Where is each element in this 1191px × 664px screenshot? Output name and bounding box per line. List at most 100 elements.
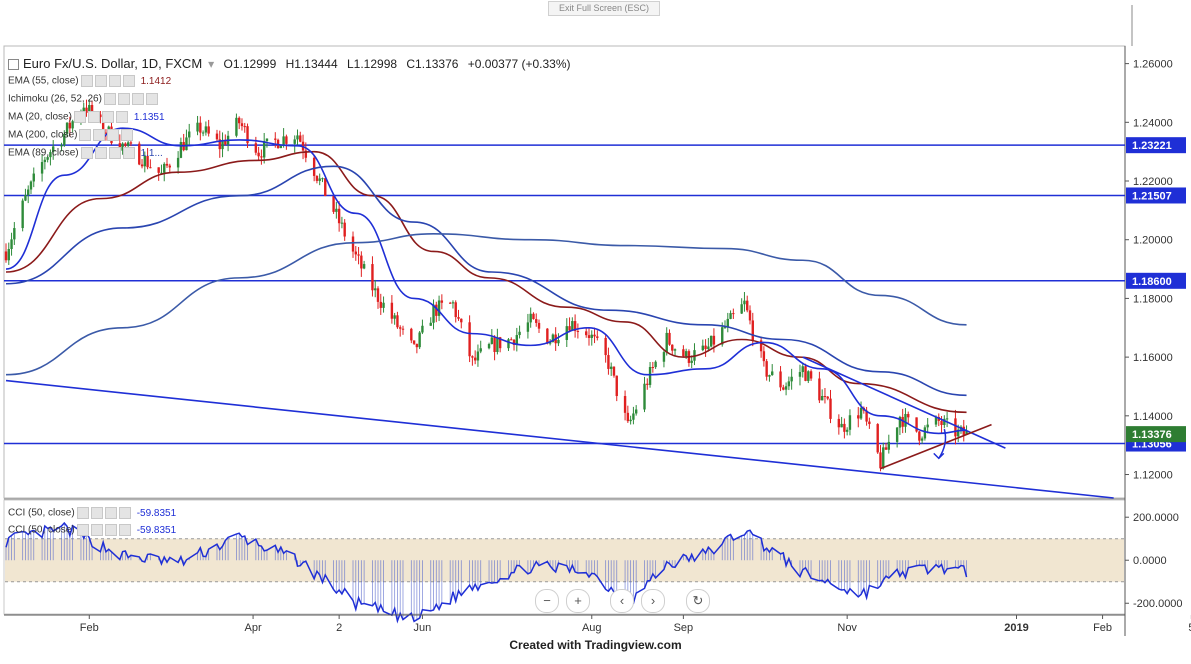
exit-fullscreen-button[interactable]: Exit Full Screen (ESC) [548, 1, 660, 16]
candle-body [726, 318, 729, 328]
settings-icon[interactable] [90, 507, 103, 519]
indicator-legend-cci-1[interactable]: CCI (50, close) -59.8351 [8, 507, 176, 519]
eye-icon[interactable] [76, 524, 89, 536]
indicator-legend-5[interactable]: EMA (89, close) 1.1... [8, 147, 163, 159]
candle-body [607, 355, 610, 369]
zoom-in-button[interactable]: + [566, 589, 590, 613]
candle-body [748, 310, 752, 321]
price-tick-label: 1.12000 [1133, 470, 1173, 482]
candle-body [820, 396, 824, 401]
candle-body [318, 178, 321, 181]
close-icon[interactable] [145, 93, 158, 105]
format-icon[interactable] [101, 111, 114, 123]
format-icon[interactable] [131, 93, 144, 105]
candle-body [393, 315, 396, 319]
collapse-icon[interactable] [8, 59, 19, 71]
time-tick-label: Apr [245, 622, 262, 634]
candle-body [71, 121, 74, 129]
chevron-down-icon[interactable]: ▾ [208, 57, 215, 71]
settings-icon[interactable] [94, 75, 107, 87]
settings-icon[interactable] [90, 524, 103, 536]
candle-body [315, 175, 319, 181]
eye-icon[interactable] [80, 75, 93, 87]
close-icon[interactable] [115, 111, 128, 123]
candle-body [629, 419, 632, 422]
candle-body [324, 178, 327, 197]
eye-icon[interactable] [103, 93, 116, 105]
candle-body [68, 122, 72, 129]
zoom-out-button[interactable]: − [535, 589, 559, 613]
settings-icon[interactable] [93, 129, 106, 141]
price-chart[interactable]: 1.26000 1.24000 1.22000 1.20000 1.18000 1.160… [0, 0, 1191, 638]
candle-body [312, 157, 316, 176]
scroll-left-button[interactable]: ‹ [610, 589, 634, 613]
eye-icon[interactable] [79, 129, 92, 141]
eye-icon[interactable] [76, 507, 89, 519]
close-icon[interactable] [121, 129, 134, 141]
candle-body [246, 126, 249, 144]
reset-chart-button[interactable]: ↻ [686, 589, 710, 613]
candle-body [454, 302, 457, 318]
level-tag [1126, 272, 1186, 289]
candle-body [401, 328, 405, 330]
close-icon[interactable] [122, 147, 135, 159]
candle-body [604, 337, 607, 356]
candle-body [101, 117, 105, 133]
candle-body [612, 366, 616, 376]
time-tick-label: Aug [582, 622, 602, 634]
close-icon[interactable] [122, 75, 135, 87]
scroll-right-button[interactable]: › [641, 589, 665, 613]
settings-icon[interactable] [94, 147, 107, 159]
candle-body [479, 348, 482, 352]
candle-body [296, 135, 299, 140]
axes: 1.26000 1.24000 1.22000 1.20000 1.18000 1.160… [4, 59, 1191, 634]
trendline [5, 379, 1114, 499]
close-icon[interactable] [118, 507, 131, 519]
candle-body [421, 325, 424, 333]
format-icon[interactable] [107, 129, 120, 141]
indicator-legend-2[interactable]: Ichimoku (26, 52, 26) [8, 93, 164, 105]
candle-body [801, 366, 804, 373]
indicator-legend-3[interactable]: MA (20, close) 1.1351 [8, 111, 165, 123]
candle-body [651, 367, 655, 369]
candle-body [762, 351, 766, 362]
candle-body [782, 387, 785, 390]
candle-body [257, 152, 260, 157]
candle-body [379, 301, 382, 308]
candle-body [704, 345, 707, 350]
candle-body [535, 319, 538, 323]
candle-body [746, 300, 749, 311]
footer-credit: Created with Tradingview.com [509, 638, 682, 652]
open-value: O1.12999 [223, 57, 277, 71]
indicator-legend-cci-2[interactable]: CCI (50, close) -59.8351 [8, 524, 176, 536]
level-tag-label: 1.18600 [1132, 276, 1172, 288]
format-icon[interactable] [104, 524, 117, 536]
candle-body [626, 412, 630, 422]
candle-body [882, 447, 885, 469]
indicator-legend-4[interactable]: MA (200, close) [8, 129, 139, 141]
format-icon[interactable] [108, 75, 121, 87]
candle-body [837, 418, 841, 428]
candle-body [743, 300, 746, 305]
candle-body [807, 371, 810, 381]
candle-body [468, 322, 471, 357]
horizontal-levels [4, 144, 1125, 445]
candle-body [435, 304, 438, 316]
settings-icon[interactable] [87, 111, 100, 123]
cci-pane [5, 521, 1125, 624]
time-tick-label: 2019 [1004, 622, 1028, 634]
format-icon[interactable] [108, 147, 121, 159]
candle-body [124, 143, 127, 146]
eye-icon[interactable] [73, 111, 86, 123]
candle-body [537, 322, 541, 329]
candle-body [337, 208, 341, 224]
close-icon[interactable] [118, 524, 131, 536]
time-tick-label: Feb [1093, 622, 1112, 634]
eye-icon[interactable] [80, 147, 93, 159]
candle-body [904, 413, 907, 427]
cci-tick-label: 0.0000 [1133, 555, 1167, 567]
format-icon[interactable] [104, 507, 117, 519]
settings-icon[interactable] [117, 93, 130, 105]
candle-body [412, 340, 416, 344]
indicator-legend-1[interactable]: EMA (55, close) 1.1412 [8, 75, 171, 87]
